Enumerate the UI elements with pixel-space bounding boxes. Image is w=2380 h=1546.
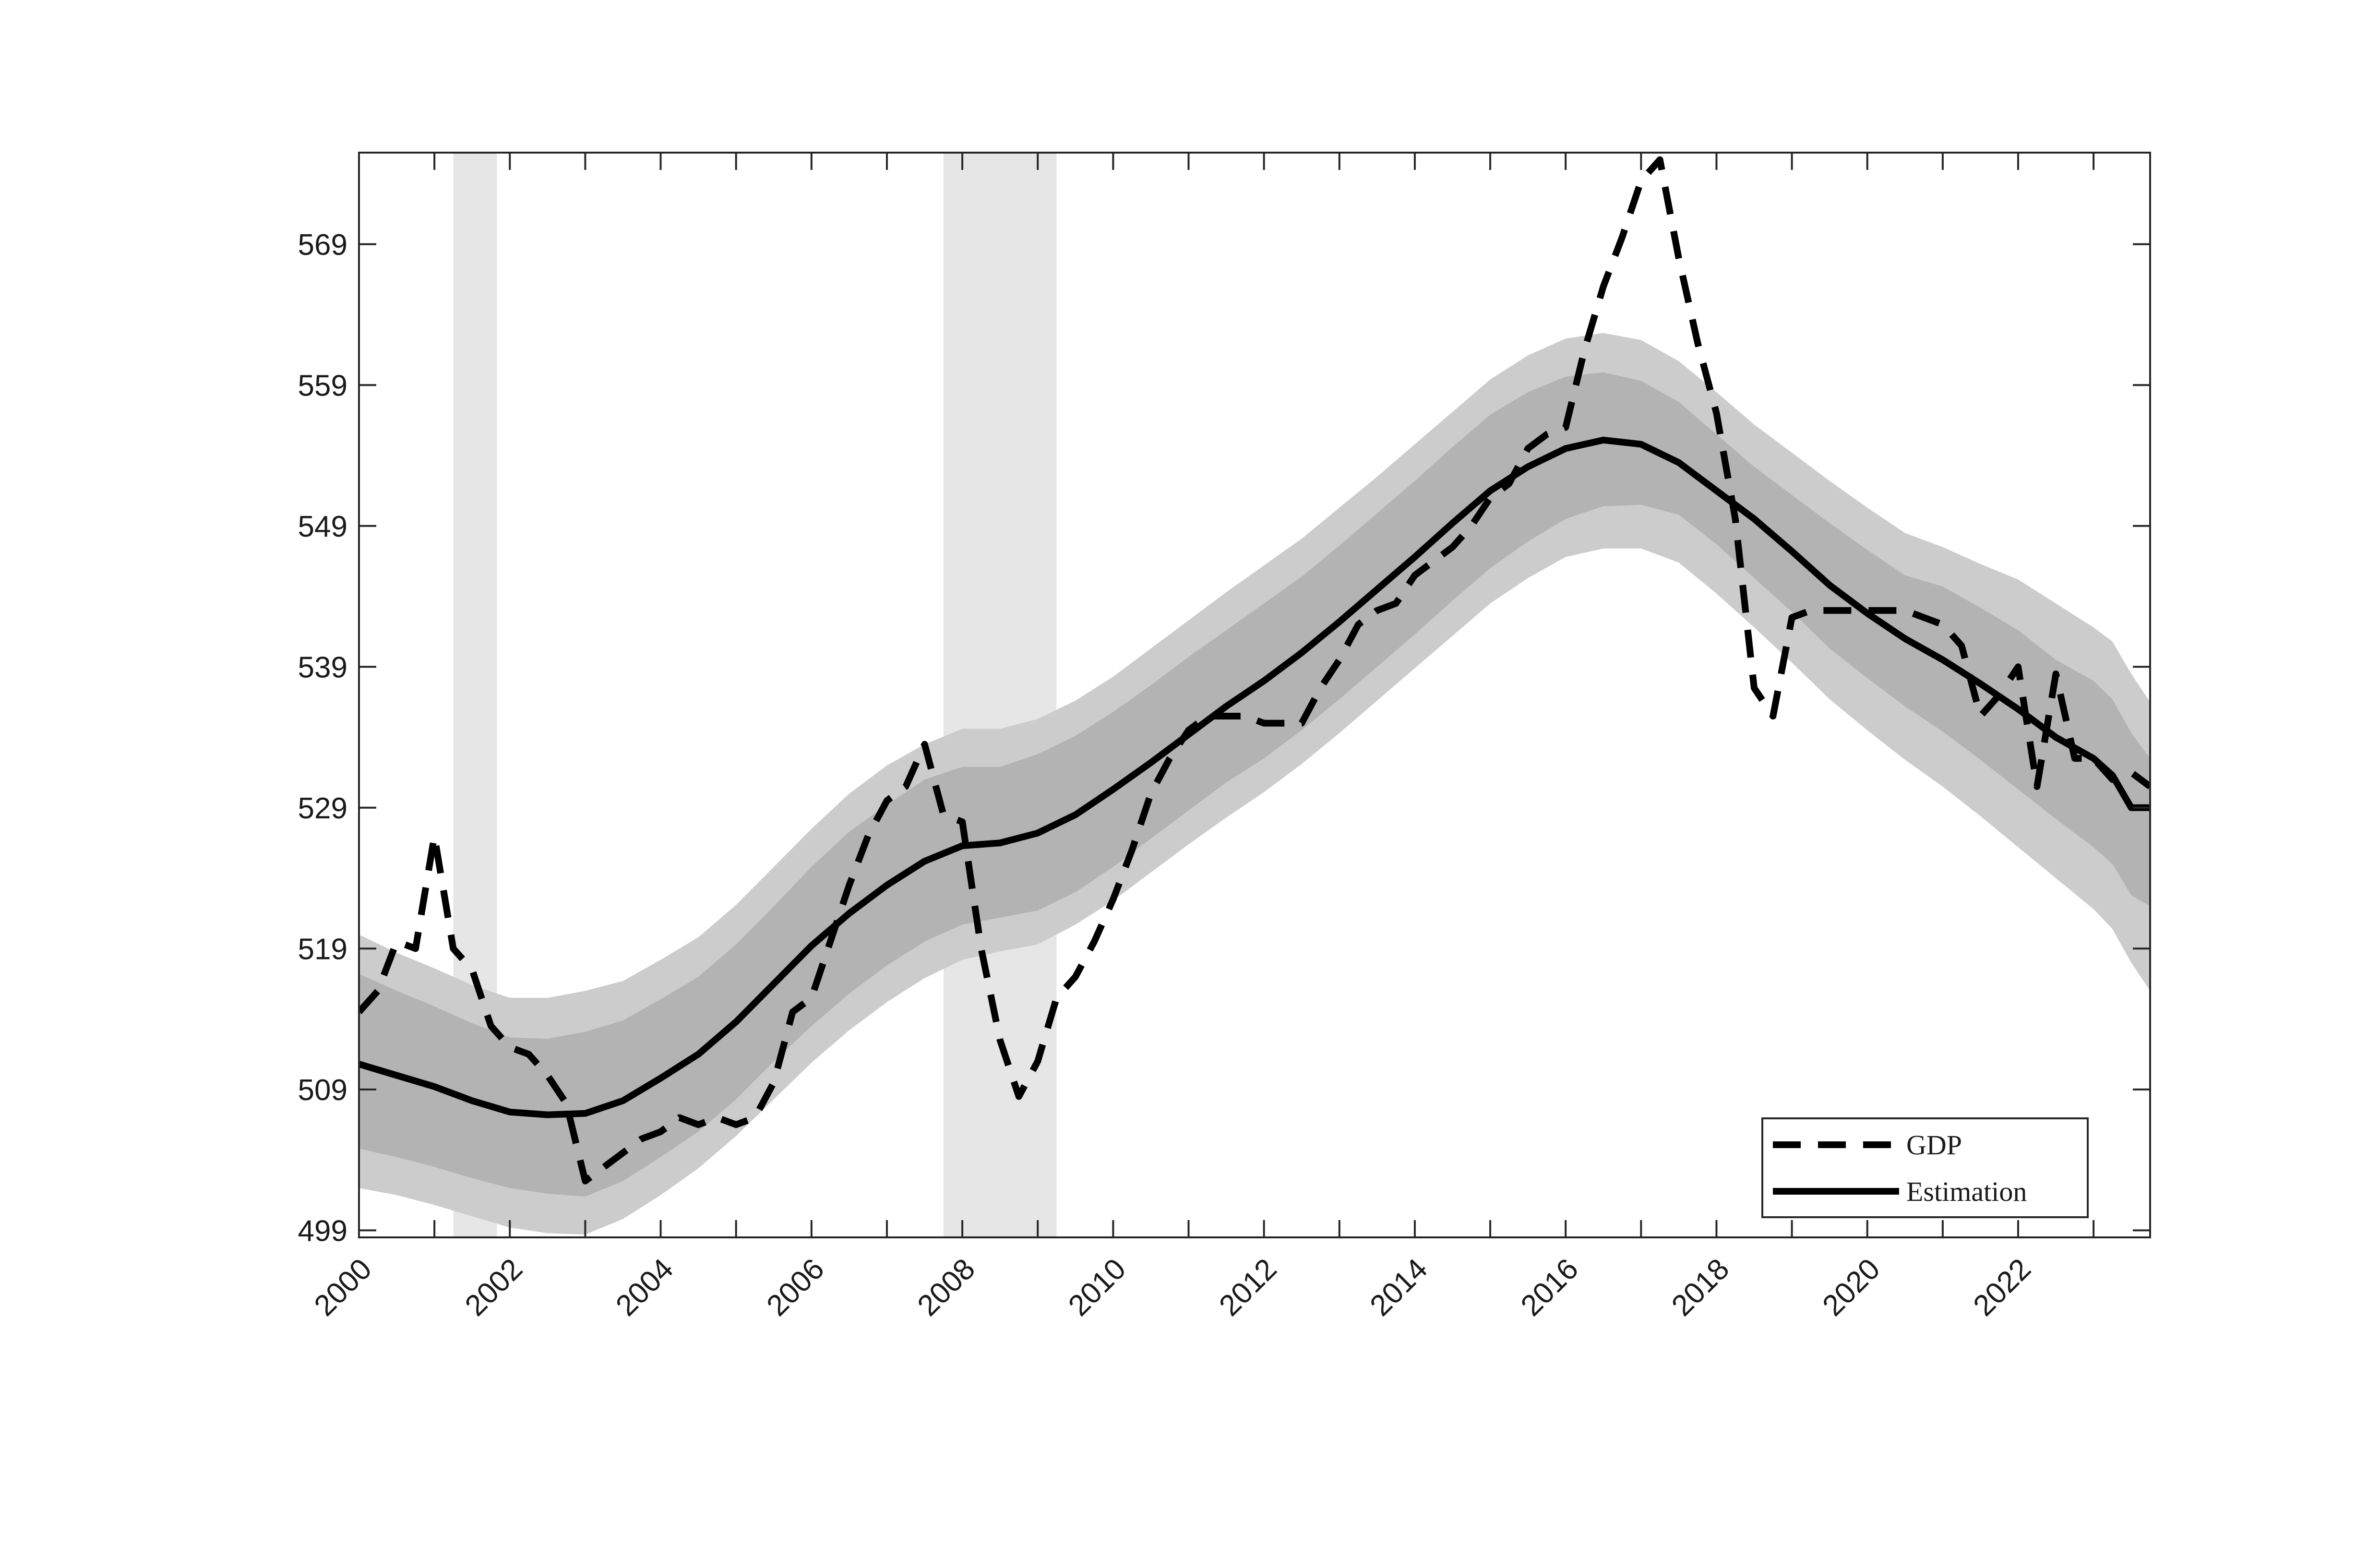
legend-box xyxy=(1761,1117,2089,1218)
y-tick-label: 529 xyxy=(298,792,347,825)
y-tick-label: 509 xyxy=(298,1074,347,1107)
legend-label-gdp: GDP xyxy=(1906,1129,1962,1161)
y-tick-label: 569 xyxy=(298,228,347,262)
plot-frame xyxy=(358,152,2151,1238)
series-line-estimation xyxy=(359,436,2150,1118)
y-tick-label: 499 xyxy=(298,1214,347,1247)
series-line-gdp xyxy=(359,156,2150,1185)
recession-shade-2 xyxy=(943,153,1057,1237)
plot-area xyxy=(359,153,2150,1237)
y-tick-label: 519 xyxy=(298,933,347,966)
legend-label-estimation: Estimation xyxy=(1906,1176,2027,1207)
y-tick-label: 549 xyxy=(298,510,347,543)
legend: GDP Estimation xyxy=(1761,1117,2089,1218)
confidence-band-inner xyxy=(359,372,2150,1197)
plot-content xyxy=(359,153,2150,1237)
y-tick-label: 559 xyxy=(298,369,347,402)
y-tick-label: 539 xyxy=(298,651,347,684)
